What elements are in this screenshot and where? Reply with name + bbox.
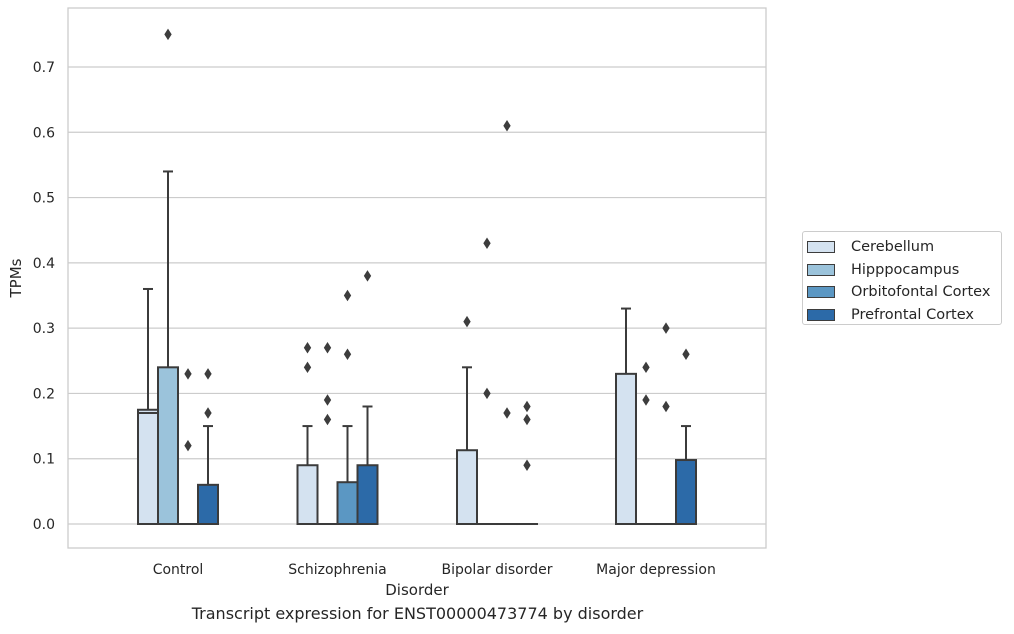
x-tick-label: Bipolar disorder [441,562,552,578]
legend-item: Orbitofontal Cortex [807,281,1001,304]
legend-label: Hipppocampus [851,261,960,278]
legend-label: Cerebellum [851,239,935,256]
outlier-point [323,394,332,406]
outlier-point [662,400,670,413]
outlier-point [503,407,511,419]
outlier-point [662,322,670,334]
outlier-point [343,289,352,302]
outlier-point [463,315,471,328]
outlier-point [204,407,212,419]
x-tick-label: Major depression [596,562,716,578]
outlier-point [363,270,372,282]
legend-label: Orbitofontal Cortex [851,284,991,301]
outlier-point [503,120,511,132]
box-orbitofontal-cortex [496,120,518,526]
box-prefrontal-cortex [356,270,379,525]
box-hipppocampus [635,361,657,526]
box-cerebellum [137,287,159,525]
box-body [197,483,219,526]
y-tick-label: 0.6 [33,125,55,141]
legend-swatch [807,286,835,299]
y-tick-label: 0.3 [33,321,55,337]
box-orbitofontal-cortex [655,322,677,526]
box-body [157,366,179,526]
box-cerebellum [615,307,637,526]
outlier-point [303,341,312,354]
outlier-point [323,341,332,354]
legend-item: Cerebellum [807,236,1001,259]
legend-item: Prefrontal Cortex [807,304,1001,327]
outlier-point [642,394,650,406]
box-plot-marks [137,28,697,526]
outlier-point [682,348,690,360]
chart-caption: Transcript expression for ENST0000047377… [191,604,644,623]
outlier-point [483,237,491,250]
box-prefrontal-cortex [516,400,538,526]
box-hipppocampus [157,28,179,526]
box-body [137,408,159,525]
x-tick-labels: Control Schizophrenia Bipolar disorder Majo… [153,562,716,578]
y-tick-label: 0.1 [33,452,55,468]
box-orbitofontal-cortex [336,289,359,525]
outlier-point [303,361,312,374]
legend-item: Hipppocampus [807,259,1001,282]
box-body [296,464,319,525]
outlier-point [204,368,212,380]
y-tick-label: 0.7 [33,60,55,76]
legend: Cerebellum Hipppocampus Orbitofontal Corte… [802,231,1002,325]
plot-frame [67,7,767,549]
outlier-point [184,439,192,452]
box-orbitofontal-cortex [177,368,199,526]
legend-swatch [807,308,835,321]
box-body [675,459,697,525]
y-tick-labels: 0.0 0.1 0.2 0.3 0.4 0.5 0.6 0.7 [33,60,55,533]
y-axis-title: TPMs [7,258,25,298]
x-tick-label: Schizophrenia [288,562,386,578]
outlier-point [184,368,192,380]
outlier-point [323,413,332,426]
outlier-point [164,28,172,41]
outlier-point [483,387,491,400]
y-gridlines [68,66,766,525]
y-tick-label: 0.4 [33,256,55,272]
box-body [356,464,379,525]
legend-label: Prefrontal Cortex [851,306,974,323]
box-cerebellum [456,315,478,525]
outlier-point [523,400,531,413]
outlier-point [523,413,531,426]
box-prefrontal-cortex [675,348,697,525]
y-tick-label: 0.2 [33,386,55,402]
legend-swatch [807,241,835,254]
x-tick-label: Control [153,562,204,578]
outlier-point [642,361,650,374]
legend-swatch [807,263,835,276]
box-hipppocampus [316,341,339,526]
box-body [336,481,359,525]
outlier-point [343,348,352,360]
x-axis-title: Disorder [385,581,449,599]
box-hipppocampus [476,237,498,526]
box-cerebellum [296,341,319,525]
y-tick-label: 0.5 [33,191,55,207]
box-body [615,372,637,526]
y-tick-label: 0.0 [33,517,55,533]
outlier-point [523,459,531,471]
box-prefrontal-cortex [197,368,219,526]
box-body [456,449,478,525]
